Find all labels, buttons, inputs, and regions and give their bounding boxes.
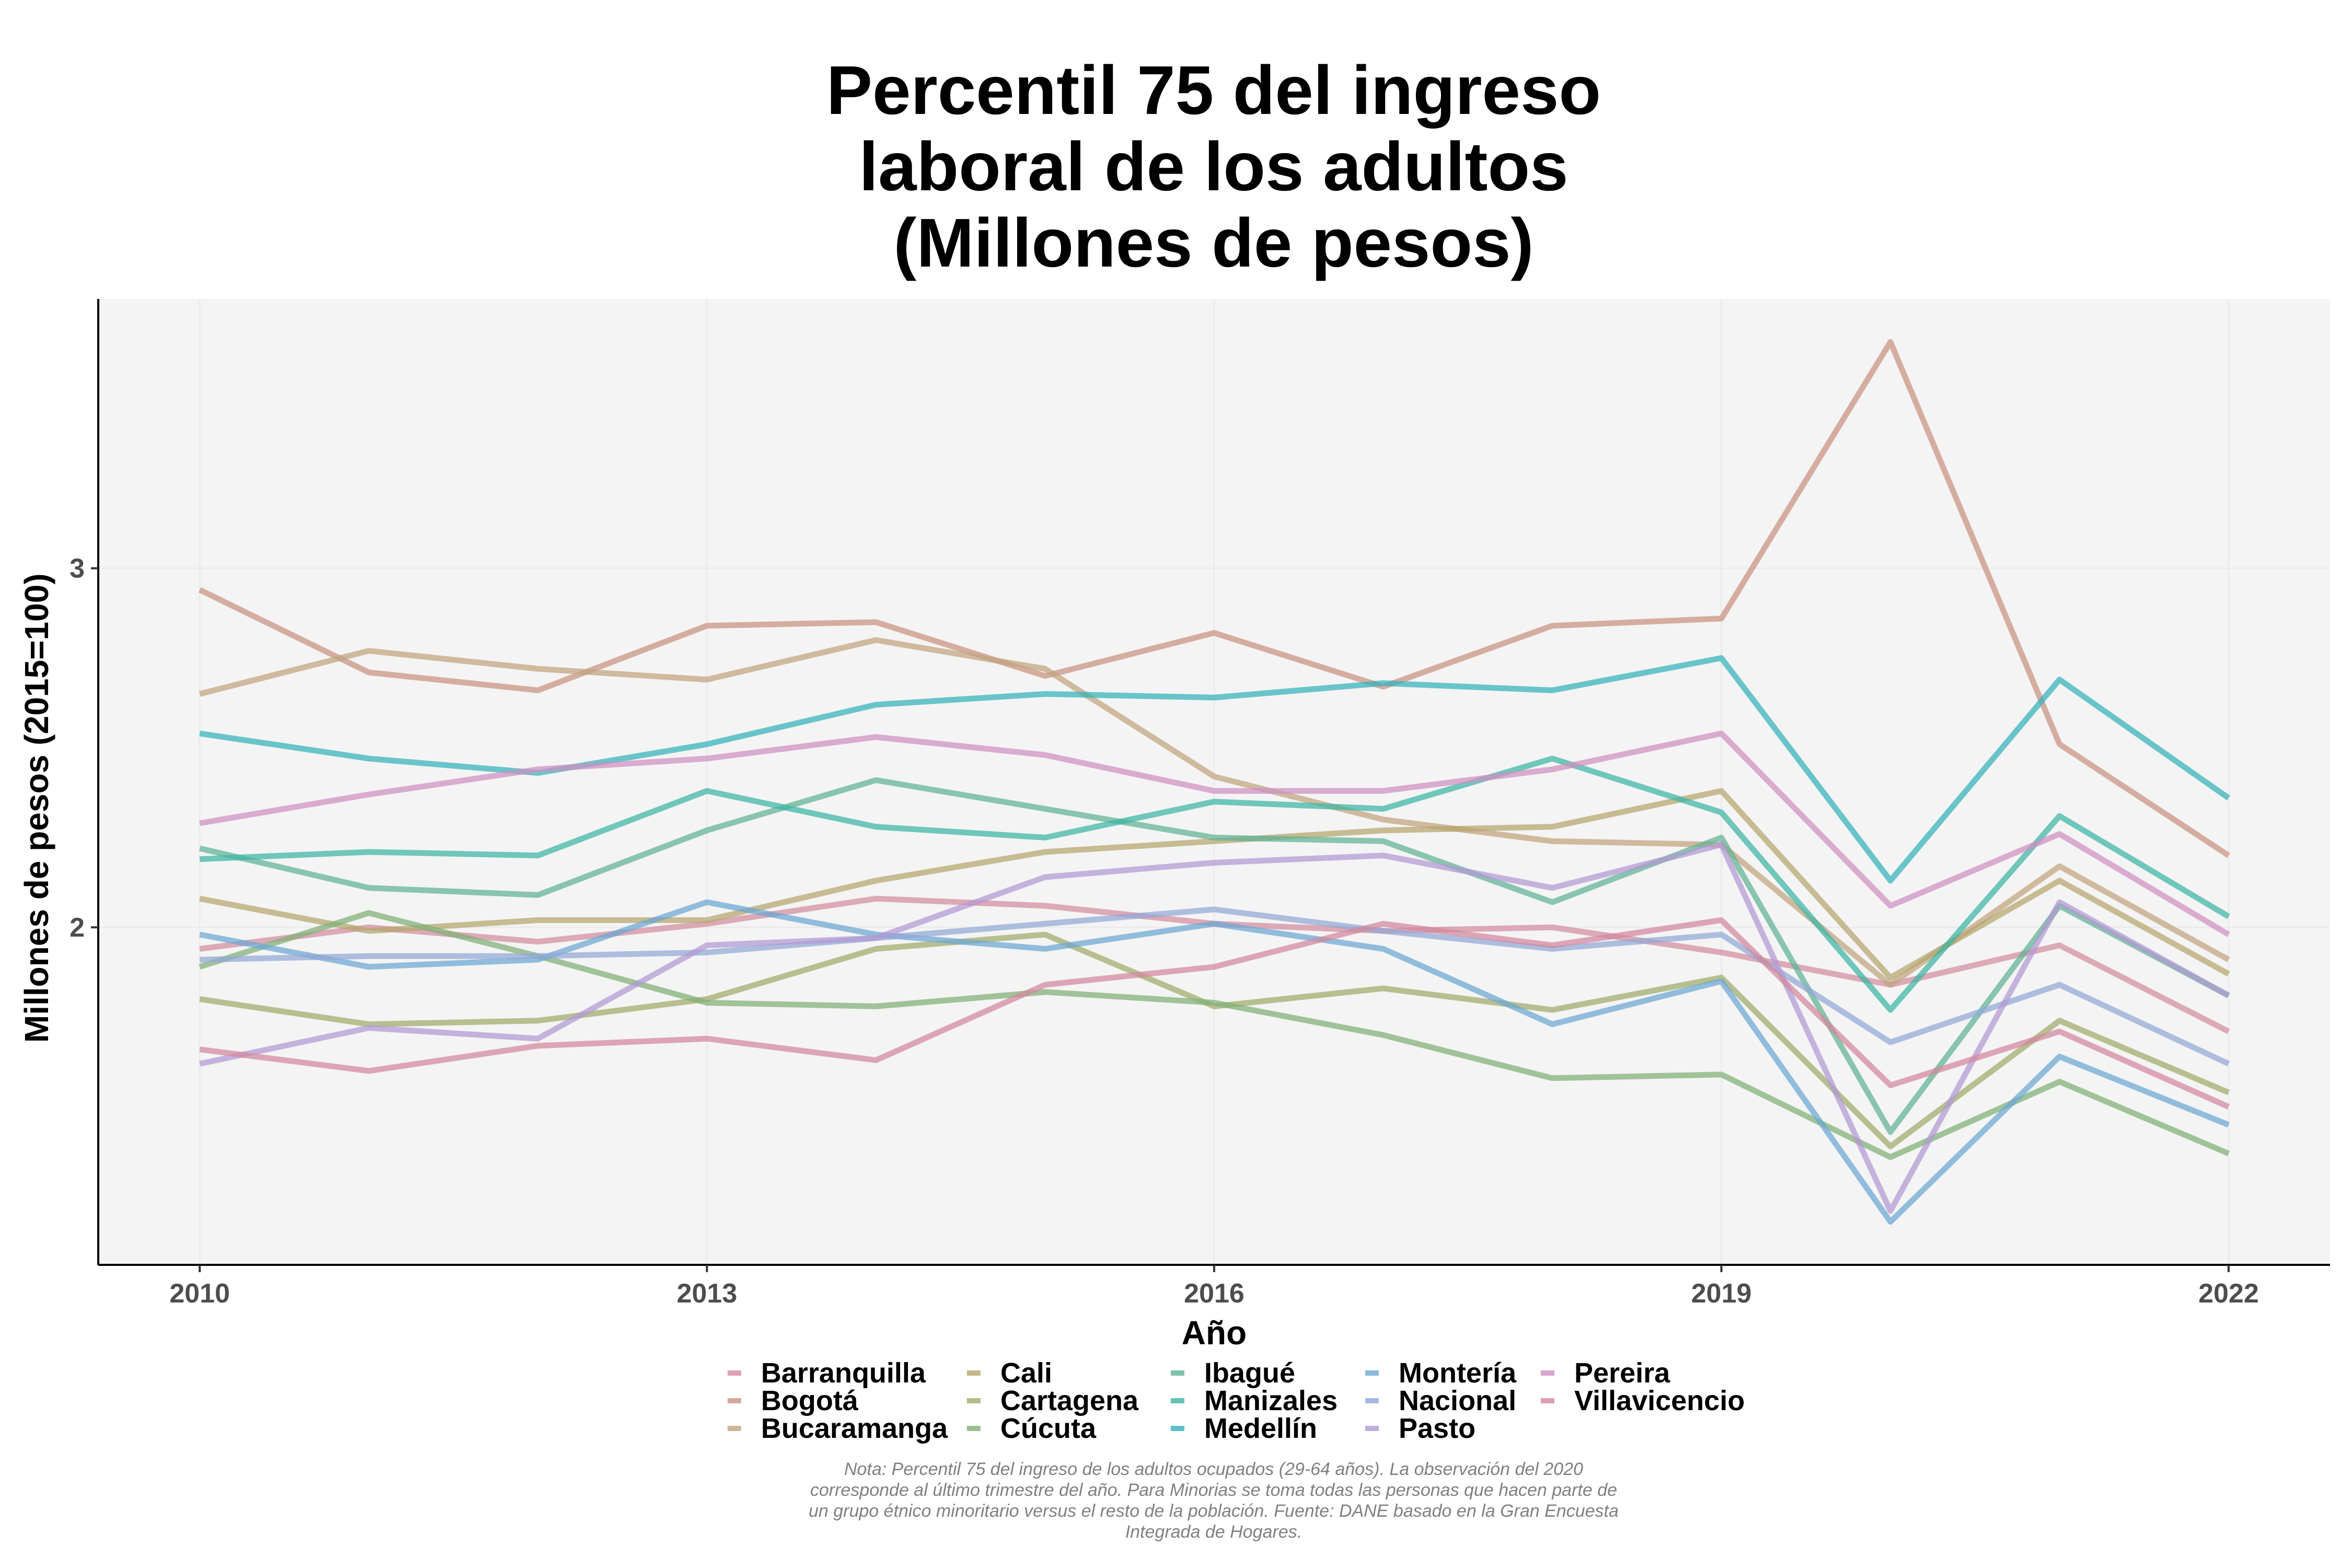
footnote-line-4: Integrada de Hogares.: [1125, 1522, 1302, 1542]
series-line-pereira: [199, 730, 2230, 937]
legend-label: Montería: [1399, 1357, 1517, 1389]
legend-label: Medellín: [1204, 1413, 1317, 1444]
series-line-ibagué: [199, 777, 2230, 1135]
footnote-line-1: Nota: Percentil 75 del ingreso de los ad…: [844, 1459, 1583, 1479]
series-line-bucaramanga: [199, 637, 2230, 988]
legend-label: Cartagena: [1000, 1385, 1139, 1416]
legend-label: Villavicencio: [1574, 1385, 1745, 1416]
series-line-nacional: [199, 906, 2230, 1067]
legend-label: Cali: [1000, 1357, 1052, 1389]
x-tick-label: 2013: [677, 1278, 737, 1309]
series-line-medellín: [199, 655, 2231, 884]
series-line-cali: [199, 788, 2230, 981]
tick-labels: 2010 2013 2016 2019 2022 2 3: [70, 554, 2259, 1309]
legend-label: Pasto: [1399, 1413, 1475, 1444]
footnote: Nota: Percentil 75 del ingreso de los ad…: [809, 1459, 1619, 1542]
x-tick-label: 2010: [169, 1278, 230, 1309]
series-lines: [198, 339, 2231, 1225]
legend-label: Pereira: [1574, 1357, 1670, 1389]
footnote-line-3: un grupo étnico minoritario versus el re…: [809, 1501, 1619, 1521]
series-line-manizales: [199, 755, 2230, 1013]
title-line-2: laboral de los adultos: [859, 128, 1569, 205]
series-line-cartagena: [199, 931, 2230, 1149]
series-line-bogotá: [198, 339, 2230, 858]
x-tick-label: 2016: [1184, 1278, 1244, 1309]
legend-label: Nacional: [1399, 1385, 1516, 1416]
legend-label: Manizales: [1204, 1385, 1338, 1416]
footnote-line-2: corresponde al último trimestre del año.…: [810, 1480, 1617, 1500]
y-tick-label: 2: [70, 913, 85, 943]
series-line-pasto: [199, 841, 2230, 1214]
legend-label: Cúcuta: [1000, 1413, 1097, 1444]
grid-lines: [98, 299, 2330, 1265]
y-tick-label: 3: [70, 554, 85, 584]
series-line-villavicencio: [199, 917, 2230, 1110]
x-tick-label: 2019: [1691, 1278, 1752, 1309]
legend-label: Barranquilla: [761, 1357, 926, 1389]
x-axis-label: Año: [1182, 1314, 1247, 1352]
legend-label: Bucaramanga: [761, 1413, 948, 1444]
legend-label: Ibagué: [1204, 1357, 1295, 1389]
title-line-1: Percentil 75 del ingreso: [826, 52, 1601, 129]
series-line-montería: [199, 899, 2230, 1225]
legend-label: Bogotá: [761, 1385, 859, 1416]
y-axis-label: Millones de pesos (2015=100): [18, 573, 55, 1043]
x-tick-label: 2022: [2198, 1278, 2259, 1309]
title-line-3: (Millones de pesos): [894, 204, 1534, 281]
